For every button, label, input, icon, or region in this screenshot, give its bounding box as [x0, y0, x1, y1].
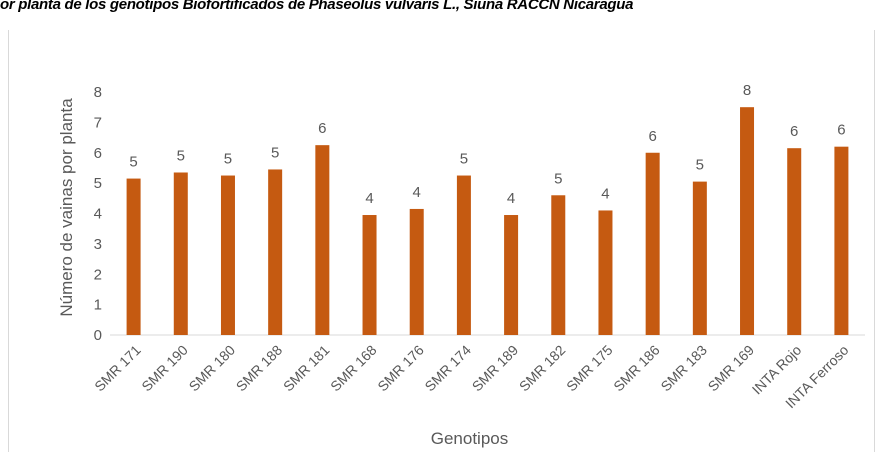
data-label: 5 [224, 151, 232, 168]
bar [740, 107, 755, 335]
y-tick-label: 4 [94, 206, 102, 223]
bar [268, 169, 283, 335]
x-tick-label: SMR 168 [327, 342, 380, 395]
x-tick-label: SMR 171 [91, 342, 144, 395]
y-tick-label: 0 [94, 327, 102, 344]
data-label: 6 [318, 120, 326, 137]
data-label: 6 [837, 122, 845, 139]
bar [362, 215, 377, 335]
bar [315, 145, 330, 335]
y-tick-label: 3 [94, 236, 102, 253]
bar [504, 215, 519, 335]
y-tick-label: 1 [94, 297, 102, 314]
x-tick-label: SMR 183 [657, 342, 710, 395]
data-labels: 5 5 5 5 6 4 4 5 4 5 4 6 5 8 6 6 [129, 82, 845, 207]
y-tick-label: 2 [94, 266, 102, 283]
y-tick-label: 8 [94, 84, 102, 101]
data-label: 4 [601, 185, 609, 202]
chart-frame-left-border [8, 30, 9, 452]
x-tick-label: SMR 186 [610, 342, 663, 395]
data-label: 6 [648, 128, 656, 145]
data-label: 6 [790, 123, 798, 140]
bars [126, 107, 849, 335]
x-tick-label: SMR 189 [469, 342, 522, 395]
x-tick-label: SMR 175 [563, 342, 616, 395]
x-tick-label: SMR 176 [374, 342, 427, 395]
x-axis-title: Genotipos [431, 429, 509, 448]
bar [126, 178, 141, 335]
x-tick-label: SMR 181 [280, 342, 333, 395]
bar [551, 195, 566, 335]
data-label: 5 [460, 151, 468, 168]
bar [787, 148, 802, 335]
data-label: 4 [365, 190, 373, 207]
data-label: 5 [554, 170, 562, 187]
bar [692, 181, 707, 335]
bar [598, 210, 613, 335]
bar [834, 146, 849, 335]
y-axis-ticks: 0 1 2 3 4 5 6 7 8 [94, 84, 102, 344]
x-tick-label: SMR 188 [233, 342, 286, 395]
data-label: 5 [271, 144, 279, 161]
x-tick-label: SMR 180 [186, 342, 239, 395]
x-tick-label: SMR 190 [138, 342, 191, 395]
data-label: 4 [507, 190, 515, 207]
x-tick-label: SMR 174 [421, 342, 474, 395]
bar [173, 172, 188, 335]
data-label: 4 [413, 184, 421, 201]
data-label: 8 [743, 82, 751, 99]
y-tick-label: 6 [94, 145, 102, 162]
bar [645, 152, 660, 335]
y-tick-label: 5 [94, 175, 102, 192]
data-label: 5 [177, 147, 185, 164]
chart-frame-right-border [874, 30, 875, 452]
x-tick-label: SMR 182 [516, 342, 569, 395]
chart-title: or planta de los genotipos Biofortificad… [0, 0, 634, 13]
bar [456, 175, 471, 335]
y-axis-title: Número de vainas por planta [57, 98, 76, 317]
y-tick-label: 7 [94, 114, 102, 131]
data-label: 5 [696, 157, 704, 174]
bar [220, 175, 235, 335]
data-label: 5 [129, 154, 137, 171]
bar [409, 208, 424, 335]
